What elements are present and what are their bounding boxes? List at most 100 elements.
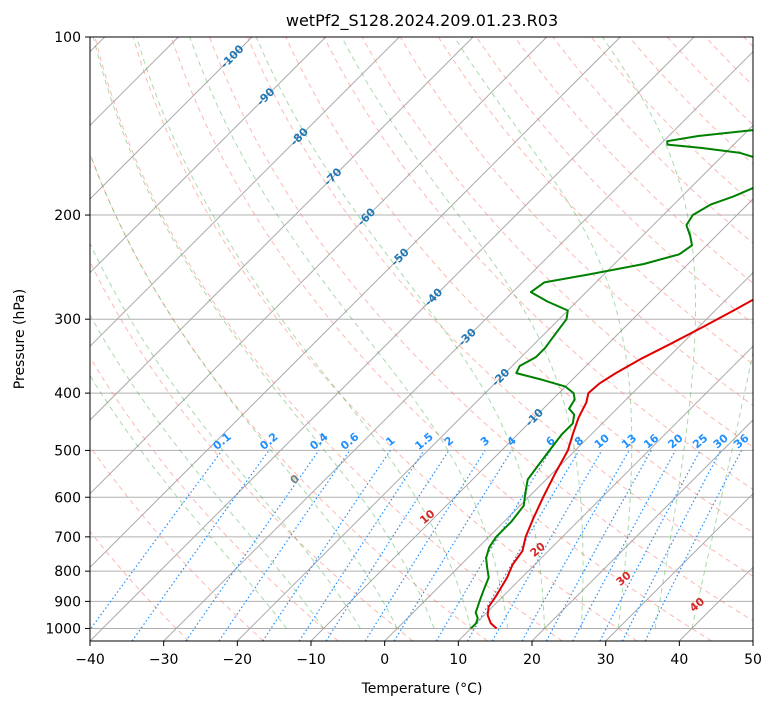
mixing-ratio-line: [131, 450, 270, 641]
adiabat-label: 20: [528, 540, 548, 560]
y-tick-label: 1000: [45, 621, 81, 637]
x-tick-label: −40: [75, 652, 105, 668]
y-tick-label: 400: [54, 386, 81, 402]
dry-adiabat-line: [209, 37, 753, 622]
mixing-ratio-line: [466, 450, 580, 641]
moist-adiabat-line: [90, 313, 324, 629]
dry-adiabat-line: [170, 37, 712, 641]
mixing-ratio-line: [435, 450, 552, 641]
moist-adiabat-line: [136, 37, 472, 629]
mixing-ratio-label: 2: [442, 434, 456, 449]
isotherm-line: [90, 37, 548, 495]
y-axis-label: Pressure (hPa): [12, 289, 28, 389]
isotherm-line: [457, 345, 753, 641]
mixing-ratio-line: [545, 450, 652, 641]
moist-adiabat-line: [601, 37, 696, 629]
y-tick-label: 700: [54, 530, 81, 546]
background-lines: [90, 37, 753, 641]
isotherm-line: [90, 37, 621, 569]
mixing-ratio-label: 10: [592, 431, 612, 451]
moist-adiabat-line: [255, 37, 545, 629]
mixing-ratio-label: 4: [505, 434, 519, 449]
moist-adiabat-line: [691, 349, 753, 629]
x-tick-label: −10: [296, 652, 326, 668]
dry-adiabat-line: [743, 37, 753, 48]
dry-adiabat-line: [90, 152, 488, 641]
mixing-ratio-line: [364, 450, 486, 641]
x-axis-label: Temperature (°C): [361, 681, 483, 697]
isotherm-line: [163, 50, 753, 641]
dry-adiabat-line: [90, 260, 414, 641]
dry-adiabat-line: [323, 37, 753, 491]
dry-adiabat-line: [285, 37, 753, 534]
dry-adiabat-line: [247, 37, 753, 577]
x-axis: −40 −30 −20 −10 0 10 20 30 40 50: [75, 641, 762, 668]
dry-adiabat-line: [590, 37, 753, 205]
mixing-ratio-line: [298, 450, 425, 641]
dry-adiabat-line: [476, 37, 753, 325]
y-axis: 1000 900 800 700 600 500 400 300 200 100: [45, 30, 90, 637]
dry-adiabat-line: [514, 37, 753, 284]
mixing-ratio-line: [491, 450, 603, 641]
chart-title: wetPf2_S128.2024.209.01.23.R03: [286, 11, 558, 31]
mixing-ratio-label: 3: [478, 434, 492, 449]
adiabat-label: 10: [417, 507, 437, 527]
dry-adiabat-line: [399, 37, 753, 407]
isotherm-line: [531, 419, 753, 641]
mixing-ratio-line: [393, 450, 513, 641]
mixing-ratio-label: 13: [619, 432, 639, 452]
isotherm-line: [678, 566, 753, 641]
mixing-ratio-label: 20: [665, 431, 685, 451]
y-tick-label: 600: [54, 490, 81, 506]
isotherm-line: [605, 492, 753, 641]
y-tick-label: 500: [54, 443, 81, 459]
dry-adiabat-line: [90, 445, 264, 641]
moist-adiabat-line: [90, 152, 398, 629]
dry-adiabat-line: [132, 37, 638, 641]
mixing-ratio-label: 25: [690, 432, 710, 452]
mixing-ratio-label: 0.1: [210, 430, 233, 452]
x-tick-label: 0: [380, 652, 389, 668]
isotherm-line: [90, 37, 400, 348]
dry-adiabat-line: [705, 37, 753, 87]
isotherm-line: [236, 124, 753, 641]
mixing-ratio-line: [521, 450, 630, 641]
mixing-ratio-label: 0.2: [257, 430, 280, 452]
dry-adiabat-line: [552, 37, 753, 244]
mixing-ratio-line: [599, 450, 701, 641]
dry-adiabat-line: [361, 37, 753, 448]
isotherm-line: [90, 37, 695, 641]
x-tick-label: 30: [597, 652, 615, 668]
adiabat-label: 0: [288, 472, 302, 487]
y-tick-label: 800: [54, 564, 81, 580]
mixing-ratio-label: 16: [641, 431, 661, 451]
x-tick-label: 50: [744, 652, 762, 668]
mixing-ratio-label: 1: [383, 434, 397, 449]
isotherm-line: [752, 640, 753, 641]
isotherm-line: [90, 37, 474, 421]
isotherm-line: [90, 37, 327, 274]
mixing-ratio-line: [262, 450, 391, 641]
mixing-ratio-label: 0.4: [307, 430, 331, 453]
profiles: [470, 129, 753, 630]
mixing-ratio-label: 0.6: [338, 430, 362, 453]
moist-adiabat-line: [341, 37, 584, 629]
dry-adiabat-line: [437, 37, 753, 365]
plot-frame: [89, 36, 754, 642]
dewpoint-line: [470, 129, 753, 630]
x-tick-label: −30: [149, 652, 179, 668]
x-tick-label: 40: [670, 652, 688, 668]
x-tick-label: −20: [223, 652, 253, 668]
mixing-ratio-line: [325, 450, 450, 641]
mixing-ratio-line: [218, 450, 351, 641]
isotherm-line: [90, 37, 253, 200]
dry-adiabat-line: [94, 37, 563, 641]
mixing-ratio-line: [572, 450, 677, 641]
dry-adiabat-line: [90, 530, 190, 641]
x-tick-label: 20: [523, 652, 541, 668]
adiabat-label: 40: [687, 595, 707, 615]
temperature-line: [486, 298, 753, 630]
y-tick-label: 200: [54, 208, 81, 224]
moist-adiabat-line: [90, 242, 361, 629]
